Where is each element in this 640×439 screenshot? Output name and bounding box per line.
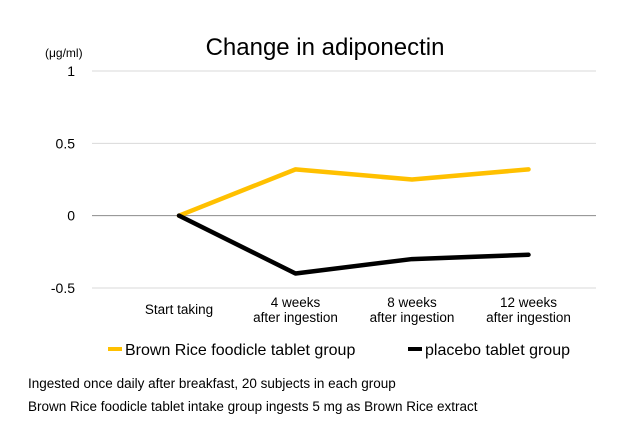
footnote-1: Ingested once daily after breakfast, 20 … — [28, 376, 396, 391]
x-tick-label: 12 weeks after ingestion — [486, 295, 571, 325]
y-tick-label: 0 — [67, 208, 75, 224]
x-tick-label: 4 weeks after ingestion — [253, 295, 338, 325]
y-tick-label: 1 — [67, 63, 75, 79]
y-tick-label: 0.5 — [56, 135, 76, 151]
footnote-2: Brown Rice foodicle tablet intake group … — [28, 399, 478, 414]
series-line-2 — [176, 213, 531, 276]
chart-title: Change in adiponectin — [206, 34, 445, 61]
series-line-1 — [176, 167, 531, 218]
x-tick-label: 8 weeks after ingestion — [370, 295, 455, 325]
legend-label-1: Brown Rice foodicle tablet group — [125, 342, 355, 359]
x-tick-label: Start taking — [145, 302, 213, 317]
legend-label-2: placebo tablet group — [425, 342, 570, 359]
y-tick-label: -0.5 — [51, 280, 75, 296]
y-unit-label: (μg/ml) — [45, 46, 83, 60]
